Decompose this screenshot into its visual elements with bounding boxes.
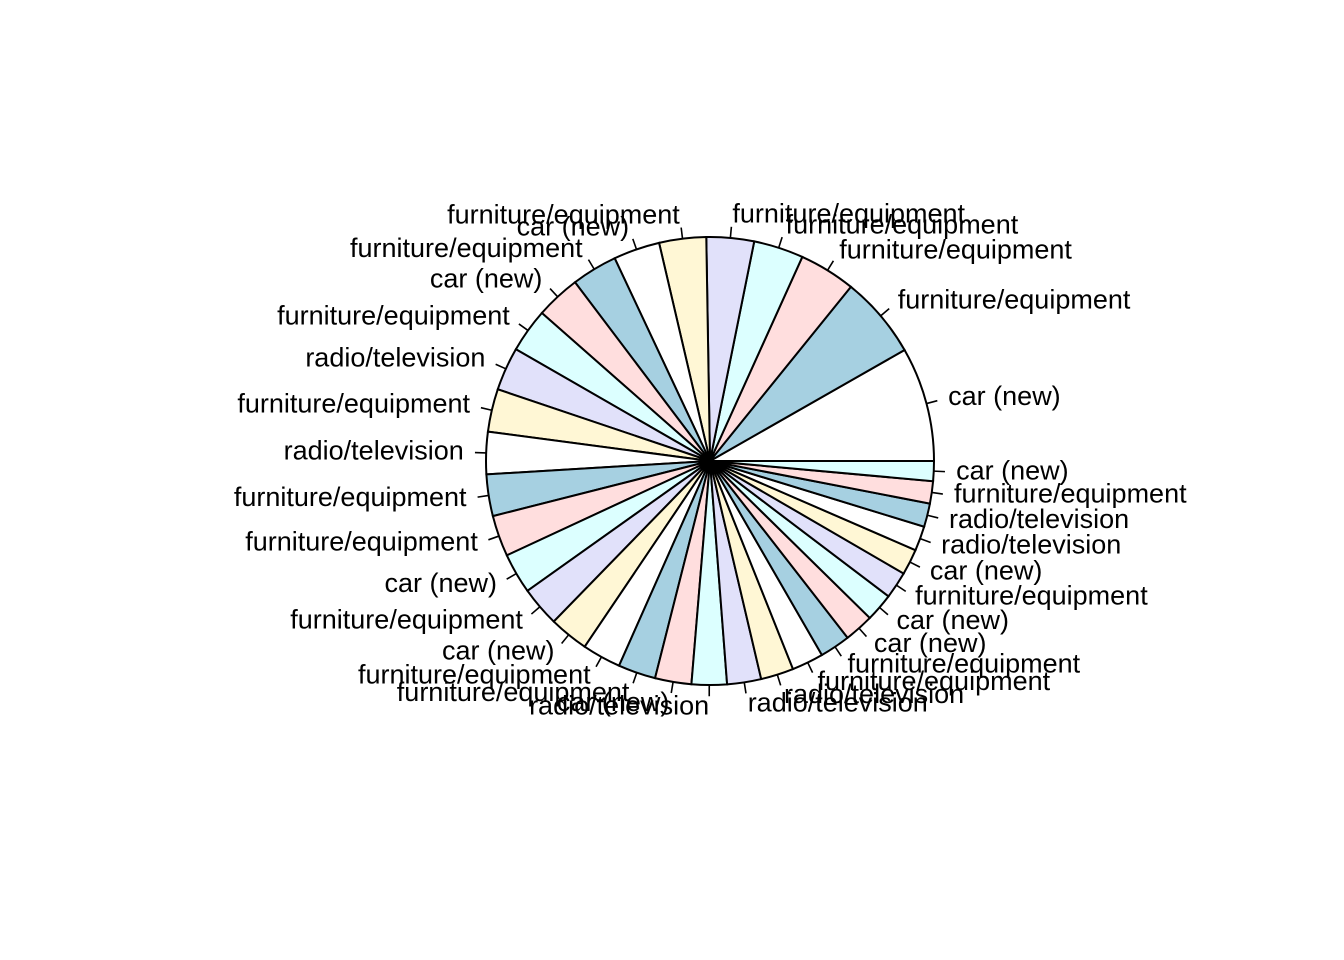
slice-label: furniture/equipment	[848, 649, 1081, 679]
slice-label: furniture/equipment	[447, 200, 680, 230]
slice-tick	[743, 682, 747, 694]
slice-label: furniture/equipment	[839, 234, 1072, 264]
slice-tick	[670, 681, 674, 694]
slice-tick	[632, 238, 638, 250]
slice-label: radio/television	[941, 529, 1121, 559]
slice-tick	[680, 227, 684, 239]
slice-label: car (new)	[930, 555, 1043, 585]
slice-tick	[530, 606, 541, 615]
slice-label: furniture/equipment	[358, 660, 591, 690]
slice-label: furniture/equipment	[915, 581, 1148, 611]
slice-tick	[518, 323, 529, 332]
slice-label: car (new)	[442, 635, 555, 665]
slice-tick	[926, 399, 938, 405]
slice-tick	[880, 308, 890, 317]
slice-tick	[777, 236, 783, 249]
slice-tick	[495, 363, 507, 370]
slice-tick	[931, 491, 943, 495]
slice-label: car (new)	[430, 263, 543, 293]
slice-label: radio/television	[748, 688, 928, 718]
slice-label: furniture/equipment	[898, 285, 1131, 315]
slice-label: radio/television	[305, 343, 485, 373]
slice-label: car (new)	[896, 605, 1009, 635]
slice-label: radio/television	[949, 504, 1129, 534]
slice-label: furniture/equipment	[397, 677, 630, 707]
slice-label: car (new)	[956, 455, 1069, 485]
slice-tick	[806, 662, 814, 673]
slice-tick	[595, 656, 603, 668]
slice-tick	[919, 537, 931, 544]
slice-tick	[834, 646, 842, 657]
slice-label: furniture/equipment	[237, 388, 470, 418]
slice-tick	[488, 535, 500, 541]
slice-label: furniture/equipment	[786, 210, 1019, 240]
slice-tick	[632, 672, 638, 684]
slice-tick	[506, 572, 517, 580]
slice-label: car (new)	[384, 568, 497, 598]
slice-label: furniture/equipment	[954, 479, 1187, 509]
slice-tick	[477, 494, 489, 498]
slice-label: furniture/equipment	[350, 233, 583, 263]
slice-label: furniture/equipment	[234, 482, 467, 512]
slice-label: furniture/equipment	[277, 301, 510, 331]
slice-tick	[776, 674, 782, 686]
slice-tick	[933, 470, 945, 473]
slice-tick	[549, 288, 559, 298]
pie-labels: car (new)furniture/equipmentfurniture/eq…	[234, 199, 1187, 721]
pie-slices	[485, 236, 936, 687]
slice-label: car (new)	[874, 628, 987, 658]
slice-tick	[480, 406, 493, 411]
slice-label: furniture/equipment	[817, 666, 1050, 696]
slice-tick	[826, 260, 835, 271]
slice-tick	[858, 627, 868, 638]
slice-tick	[895, 584, 907, 593]
slice-label: furniture/equipment	[245, 527, 478, 557]
slice-label: car (new)	[557, 687, 670, 717]
slice-tick	[560, 634, 570, 644]
slice-label: furniture/equipment	[290, 604, 523, 634]
slice-tick	[909, 561, 921, 568]
slice-label: radio/television	[284, 435, 464, 465]
slice-tick	[878, 606, 889, 616]
slice-label: car (new)	[948, 381, 1061, 411]
slice-tick	[587, 259, 595, 270]
slice-label: furniture/equipment	[732, 199, 965, 229]
slice-label: car (new)	[517, 211, 630, 241]
slice-tick	[729, 226, 733, 239]
slice-tick	[927, 514, 939, 519]
slice-label: radio/television	[529, 691, 709, 721]
slice-label: radio/television	[784, 679, 964, 709]
